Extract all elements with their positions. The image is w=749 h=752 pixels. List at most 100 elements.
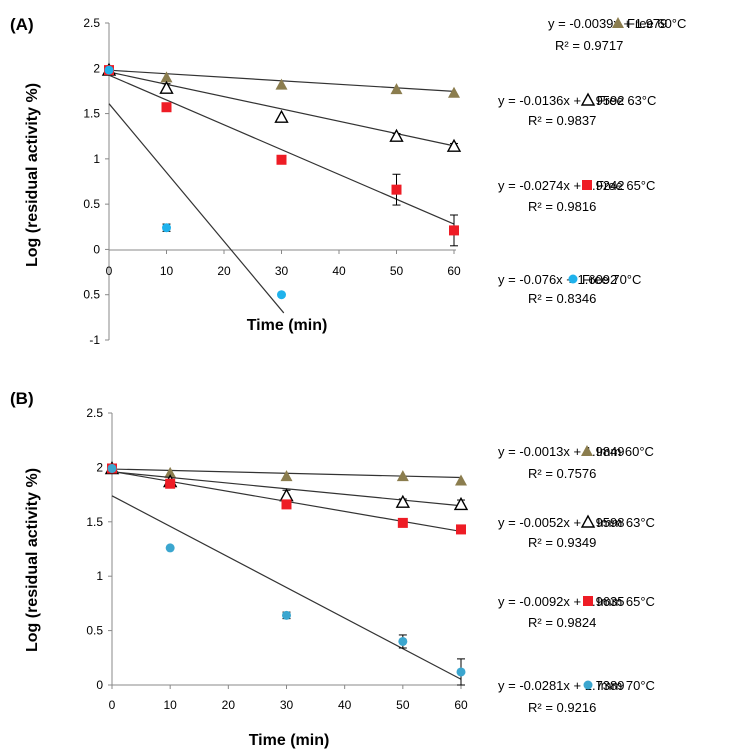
data-point <box>165 478 176 489</box>
legend-label: Imm 60°C <box>596 444 654 459</box>
y-tick-label: 0 <box>93 242 100 256</box>
data-point <box>275 78 288 90</box>
data-point <box>456 524 466 535</box>
r-squared-label: R² = 0.9717 <box>555 38 623 53</box>
data-point <box>281 499 292 510</box>
x-tick-label: 50 <box>396 698 410 712</box>
data-point <box>396 470 409 482</box>
legend-marker <box>582 180 592 190</box>
data-point <box>279 488 294 502</box>
panel-a: (A) -1 0.5 0 0.5 1 1.5 2 2.5 0 10 20 30 40 50 60 Time (m… <box>10 15 686 347</box>
r-squared-label: R² = 0.9216 <box>528 700 596 715</box>
data-point <box>161 102 172 113</box>
data-point <box>395 494 411 508</box>
x-tick-label: 10 <box>163 698 177 712</box>
panel-label: (B) <box>10 389 34 408</box>
legend-label: Free 63°C <box>597 93 656 108</box>
data-point <box>390 83 403 95</box>
y-tick-label: 2 <box>93 61 100 75</box>
x-tick-label: 0 <box>109 698 116 712</box>
x-tick-label: 20 <box>222 698 236 712</box>
y-tick-label: 2.5 <box>83 16 100 30</box>
r-squared-label: R² = 0.9349 <box>528 535 596 550</box>
data-point <box>160 71 173 83</box>
data-point <box>391 184 402 195</box>
y-tick-label: 1 <box>93 152 100 166</box>
data-point <box>280 470 293 482</box>
x-axis-title: Time (min) <box>249 732 330 749</box>
y-axis-title: Log (residual activity %) <box>24 83 41 267</box>
legend-label: Imm 65°C <box>597 594 655 609</box>
legend-marker <box>580 514 596 528</box>
legend-marker <box>583 680 593 690</box>
data-point <box>274 109 289 123</box>
trendline-equation: y = -0.0274x + 1.9242 <box>498 178 624 193</box>
legend-marker <box>612 17 624 28</box>
trendline <box>108 103 285 314</box>
data-point <box>282 610 291 620</box>
data-point <box>389 128 404 142</box>
legend-marker <box>580 92 596 106</box>
data-point <box>448 86 460 98</box>
x-tick-label: 20 <box>217 264 231 278</box>
r-squared-label: R² = 0.9837 <box>528 113 596 128</box>
data-point <box>398 636 408 646</box>
panel-b: (B) 0 0.5 1 1.5 2 2.5 0 10 20 30 40 50 60 Time (min) Lo… <box>10 389 655 749</box>
x-tick-label: 10 <box>160 264 174 278</box>
data-point <box>165 543 175 553</box>
data-point <box>164 466 177 478</box>
legend-marker <box>581 445 593 456</box>
panel-label: (A) <box>10 15 34 34</box>
series-free-60-c: y = -0.0039x + 1.979 R² = 0.9717 Free 60°C <box>103 16 686 98</box>
x-tick-label: 60 <box>447 264 461 278</box>
data-point <box>107 463 117 473</box>
data-point <box>277 290 286 300</box>
legend-label: Imm 70°C <box>597 678 655 693</box>
y-tick-label: 0.5 <box>83 197 100 211</box>
legend-label: Imm 63°C <box>597 515 655 530</box>
trendline-equation: y = -0.076x + 1.6092 <box>498 272 617 287</box>
x-tick-label: 60 <box>454 698 468 712</box>
y-tick-label: 1.5 <box>86 515 103 529</box>
trendline-equation: y = -0.0013x + 1.9849 <box>498 444 624 459</box>
data-point <box>104 65 114 75</box>
trendline <box>111 495 462 680</box>
data-point <box>449 225 459 236</box>
data-point <box>397 517 408 528</box>
series-free-70-c: y = -0.076x + 1.6092 R² = 0.8346 Free 70°C <box>104 65 641 314</box>
x-tick-label: 50 <box>390 264 404 278</box>
data-point <box>446 138 462 152</box>
legend-label: Free 65°C <box>596 178 655 193</box>
y-tick-label: 0.5 <box>86 624 103 638</box>
trendline-equation: y = -0.0281x + 1.7389 <box>498 678 624 693</box>
x-tick-label: 40 <box>332 264 346 278</box>
legend-label: Free 70°C <box>582 272 641 287</box>
y-tick-label: 0.5 <box>83 288 100 302</box>
y-tick-label: -1 <box>89 333 100 347</box>
data-point <box>455 474 467 486</box>
r-squared-label: R² = 0.8346 <box>528 291 596 306</box>
x-tick-label: 0 <box>106 264 113 278</box>
y-tick-label: 1 <box>96 569 103 583</box>
x-tick-label: 40 <box>338 698 352 712</box>
legend-marker <box>583 596 593 606</box>
data-point <box>453 496 469 511</box>
r-squared-label: R² = 0.9816 <box>528 199 596 214</box>
data-point <box>162 223 171 233</box>
y-tick-label: 0 <box>96 678 103 692</box>
x-tick-label: 30 <box>275 264 289 278</box>
y-axis-title: Log (residual activity %) <box>24 468 41 652</box>
trendline <box>108 74 455 225</box>
y-tick-label: 2.5 <box>86 406 103 420</box>
r-squared-label: R² = 0.9824 <box>528 615 596 630</box>
data-point <box>456 667 466 677</box>
data-point <box>276 154 287 165</box>
x-axis-title: Time (min) <box>247 317 328 334</box>
data-point <box>159 80 174 94</box>
